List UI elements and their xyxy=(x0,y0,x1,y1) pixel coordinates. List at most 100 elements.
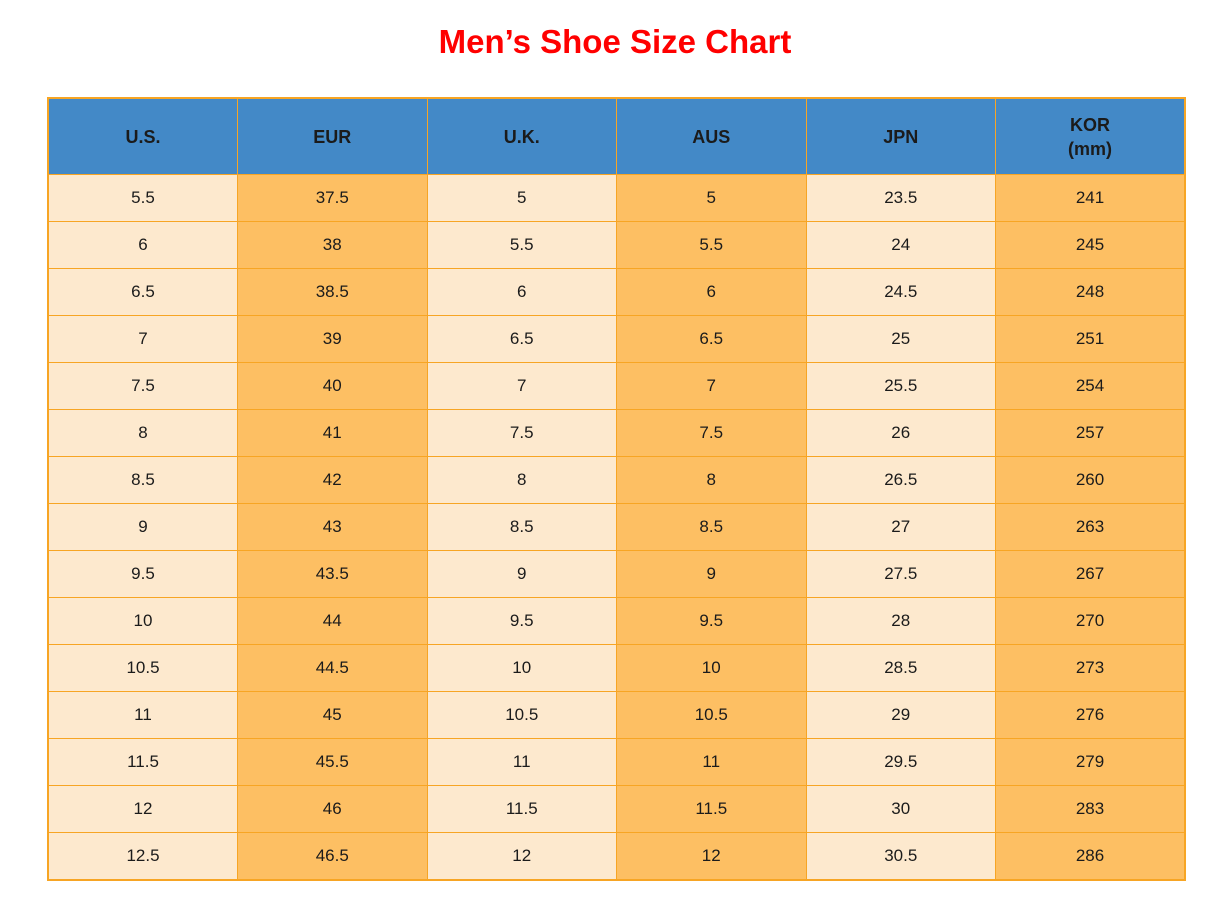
cell: 257 xyxy=(995,409,1186,457)
column-label: AUS xyxy=(692,126,731,147)
table-row: 7.5 40 7 7 25.5 254 xyxy=(47,362,1186,410)
cell: 10 xyxy=(616,644,807,692)
column-label: KOR xyxy=(1070,114,1110,135)
cell: 28.5 xyxy=(805,644,996,692)
cell: 44.5 xyxy=(237,644,428,692)
cell: 279 xyxy=(995,738,1186,786)
table-row: 6 38 5.5 5.5 24 245 xyxy=(47,221,1186,269)
column-unit-label: (mm) xyxy=(1068,138,1112,159)
table-row: 8.5 42 8 8 26.5 260 xyxy=(47,456,1186,504)
cell: 30 xyxy=(805,785,996,833)
cell: 8 xyxy=(47,409,238,457)
table-row: 8 41 7.5 7.5 26 257 xyxy=(47,409,1186,457)
cell: 6 xyxy=(47,221,238,269)
cell: 12 xyxy=(616,832,807,881)
cell: 12 xyxy=(426,832,617,881)
column-header-jpn: JPN xyxy=(805,97,996,175)
table-row: 12.5 46.5 12 12 30.5 286 xyxy=(47,832,1186,881)
table-header: U.S. EUR U.K. AUS JPN KOR (mm) xyxy=(47,97,1186,175)
cell: 286 xyxy=(995,832,1186,881)
cell: 45.5 xyxy=(237,738,428,786)
cell: 24 xyxy=(805,221,996,269)
cell: 11.5 xyxy=(426,785,617,833)
cell: 9.5 xyxy=(47,550,238,598)
cell: 12 xyxy=(47,785,238,833)
cell: 245 xyxy=(995,221,1186,269)
table-row: 7 39 6.5 6.5 25 251 xyxy=(47,315,1186,363)
cell: 29 xyxy=(805,691,996,739)
cell: 9.5 xyxy=(616,597,807,645)
table-row: 6.5 38.5 6 6 24.5 248 xyxy=(47,268,1186,316)
cell: 11 xyxy=(47,691,238,739)
cell: 5 xyxy=(616,174,807,222)
column-header-eur: EUR xyxy=(237,97,428,175)
cell: 29.5 xyxy=(805,738,996,786)
cell: 38 xyxy=(237,221,428,269)
cell: 267 xyxy=(995,550,1186,598)
cell: 5 xyxy=(426,174,617,222)
cell: 6.5 xyxy=(47,268,238,316)
cell: 41 xyxy=(237,409,428,457)
cell: 28 xyxy=(805,597,996,645)
cell: 251 xyxy=(995,315,1186,363)
cell: 27 xyxy=(805,503,996,551)
cell: 26 xyxy=(805,409,996,457)
cell: 8 xyxy=(426,456,617,504)
column-label: EUR xyxy=(313,126,352,147)
cell: 7.5 xyxy=(47,362,238,410)
cell: 12.5 xyxy=(47,832,238,881)
cell: 38.5 xyxy=(237,268,428,316)
table-row: 12 46 11.5 11.5 30 283 xyxy=(47,785,1186,833)
table-row: 10 44 9.5 9.5 28 270 xyxy=(47,597,1186,645)
cell: 43.5 xyxy=(237,550,428,598)
cell: 43 xyxy=(237,503,428,551)
cell: 26.5 xyxy=(805,456,996,504)
column-label: U.K. xyxy=(503,126,540,147)
table-row: 11.5 45.5 11 11 29.5 279 xyxy=(47,738,1186,786)
cell: 11.5 xyxy=(616,785,807,833)
cell: 8 xyxy=(616,456,807,504)
cell: 46.5 xyxy=(237,832,428,881)
cell: 37.5 xyxy=(237,174,428,222)
cell: 241 xyxy=(995,174,1186,222)
table-row: 11 45 10.5 10.5 29 276 xyxy=(47,691,1186,739)
cell: 45 xyxy=(237,691,428,739)
cell: 6.5 xyxy=(426,315,617,363)
cell: 254 xyxy=(995,362,1186,410)
table-row: 10.5 44.5 10 10 28.5 273 xyxy=(47,644,1186,692)
cell: 8.5 xyxy=(47,456,238,504)
cell: 7 xyxy=(426,362,617,410)
cell: 270 xyxy=(995,597,1186,645)
table-row: 5.5 37.5 5 5 23.5 241 xyxy=(47,174,1186,222)
shoe-size-table: U.S. EUR U.K. AUS JPN KOR (mm) 5.5 37.5 5 5 23.5 24… xyxy=(47,97,1186,881)
cell: 273 xyxy=(995,644,1186,692)
cell: 5.5 xyxy=(616,221,807,269)
cell: 5.5 xyxy=(47,174,238,222)
cell: 9 xyxy=(47,503,238,551)
cell: 6.5 xyxy=(616,315,807,363)
cell: 24.5 xyxy=(805,268,996,316)
column-header-uk: U.K. xyxy=(426,97,617,175)
cell: 7.5 xyxy=(616,409,807,457)
table-container: U.S. EUR U.K. AUS JPN KOR (mm) 5.5 37.5 5 5 23.5 24… xyxy=(47,97,1230,881)
cell: 8.5 xyxy=(616,503,807,551)
cell: 276 xyxy=(995,691,1186,739)
table-body: 5.5 37.5 5 5 23.5 241 6 38 5.5 5.5 24 245 6.5 38.5 6 6 2… xyxy=(47,174,1186,881)
cell: 10.5 xyxy=(47,644,238,692)
cell: 8.5 xyxy=(426,503,617,551)
cell: 9 xyxy=(616,550,807,598)
cell: 283 xyxy=(995,785,1186,833)
page-title: Men’s Shoe Size Chart xyxy=(438,23,792,60)
cell: 39 xyxy=(237,315,428,363)
column-header-us: U.S. xyxy=(47,97,238,175)
cell: 9.5 xyxy=(426,597,617,645)
column-label: JPN xyxy=(883,126,919,147)
column-header-aus: AUS xyxy=(616,97,807,175)
cell: 44 xyxy=(237,597,428,645)
cell: 7 xyxy=(47,315,238,363)
cell: 25.5 xyxy=(805,362,996,410)
cell: 9 xyxy=(426,550,617,598)
column-label: U.S. xyxy=(125,126,161,147)
table-row: 9 43 8.5 8.5 27 263 xyxy=(47,503,1186,551)
cell: 10 xyxy=(47,597,238,645)
